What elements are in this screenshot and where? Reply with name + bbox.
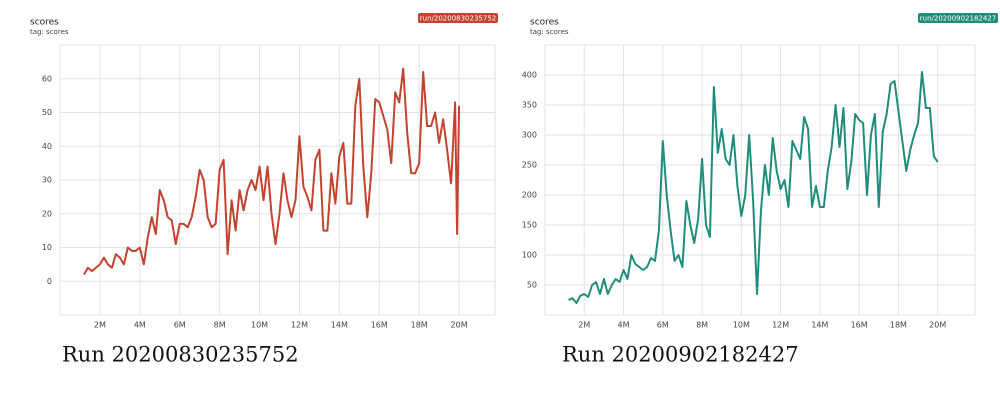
y-tick-label: 60 xyxy=(42,74,52,83)
x-tick-label: 14M xyxy=(331,321,348,330)
x-tick-label: 14M xyxy=(811,321,828,330)
x-tick-label: 6M xyxy=(174,321,186,330)
y-tick-label: 10 xyxy=(42,243,52,252)
y-tick-label: 40 xyxy=(42,142,52,151)
series-line xyxy=(568,71,939,304)
plot-frame xyxy=(544,44,976,316)
x-tick-label: 2M xyxy=(94,321,106,330)
x-tick-label: 16M xyxy=(851,321,868,330)
panel-subtitle: tag: scores xyxy=(30,28,69,36)
y-tick-label: 350 xyxy=(522,101,537,110)
run-badge xyxy=(918,13,998,23)
y-tick-label: 150 xyxy=(522,221,537,230)
x-tick-label: 20M xyxy=(451,321,468,330)
panel-subtitle: tag: scores xyxy=(530,28,569,36)
x-tick-label: 18M xyxy=(411,321,428,330)
y-tick-label: 50 xyxy=(527,281,537,290)
run-badge-label: run/20200830235752 xyxy=(420,15,496,23)
x-tick-label: 8M xyxy=(214,321,226,330)
x-tick-label: 8M xyxy=(696,321,708,330)
y-tick-label: 200 xyxy=(522,191,537,200)
x-tick-label: 2M xyxy=(578,321,590,330)
y-tick-label: 250 xyxy=(522,161,537,170)
run-badge-label: run/20200902182427 xyxy=(920,15,996,23)
y-tick-label: 20 xyxy=(42,209,52,218)
y-tick-label: 50 xyxy=(42,108,52,117)
y-tick-label: 300 xyxy=(522,131,537,140)
caption: Run 20200830235752 xyxy=(62,343,299,367)
run-badge xyxy=(418,13,498,23)
x-tick-label: 18M xyxy=(890,321,907,330)
plot-frame xyxy=(59,44,496,316)
caption: Run 20200902182427 xyxy=(562,343,799,367)
x-tick-label: 4M xyxy=(134,321,146,330)
series-line xyxy=(83,67,461,276)
x-tick-label: 6M xyxy=(657,321,669,330)
x-tick-label: 12M xyxy=(291,321,308,330)
y-tick-label: 100 xyxy=(522,251,537,260)
y-tick-label: 400 xyxy=(522,71,537,80)
x-tick-label: 10M xyxy=(251,321,268,330)
x-tick-label: 10M xyxy=(733,321,750,330)
y-tick-label: 30 xyxy=(42,176,52,185)
panel-title: scores xyxy=(530,18,559,28)
panel-title: scores xyxy=(30,18,59,28)
x-tick-label: 4M xyxy=(618,321,630,330)
x-tick-label: 12M xyxy=(772,321,789,330)
x-tick-label: 20M xyxy=(929,321,946,330)
y-tick-label: 0 xyxy=(47,277,52,286)
x-tick-label: 16M xyxy=(371,321,388,330)
